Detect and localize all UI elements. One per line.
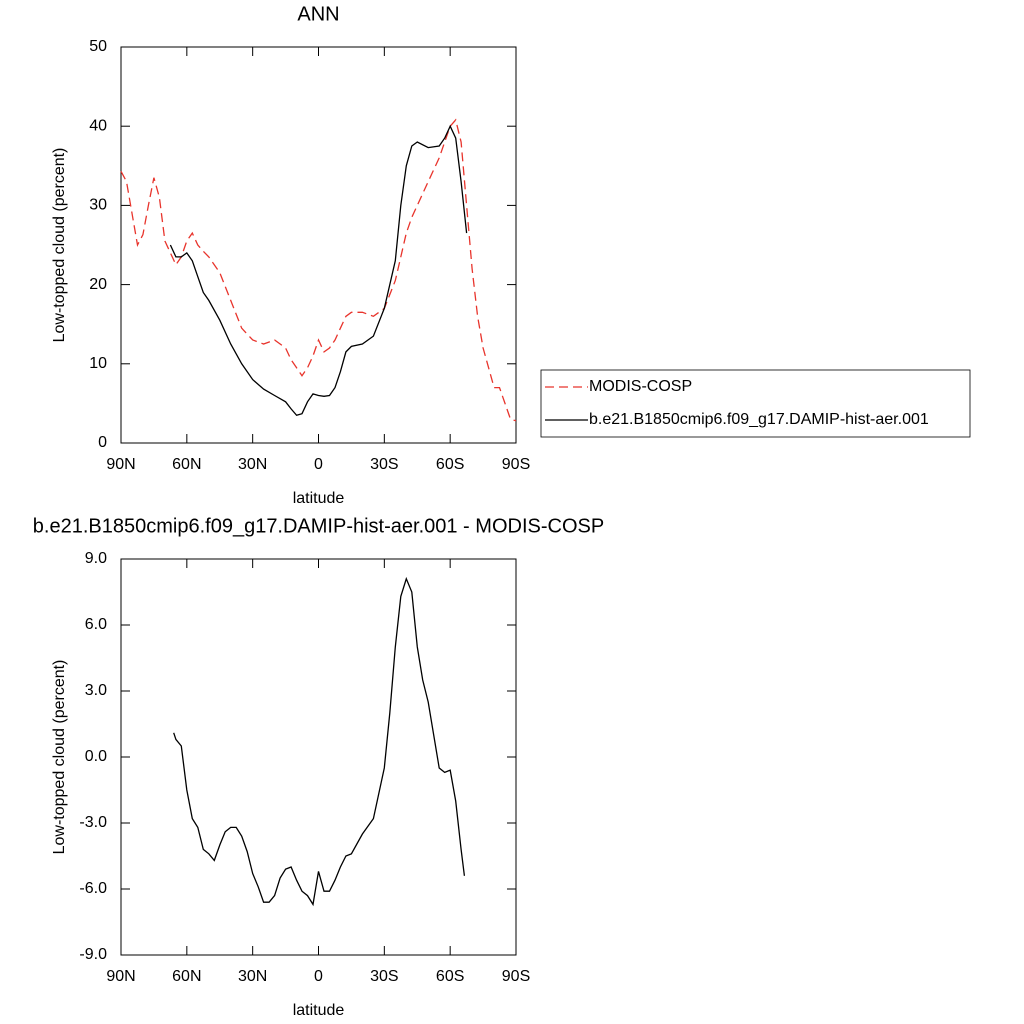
y-tick-label: 50 bbox=[89, 38, 107, 55]
series-line bbox=[120, 118, 517, 422]
x-tick-label: 30S bbox=[370, 968, 398, 985]
y-tick-label: 3.0 bbox=[85, 682, 107, 699]
x-tick-label: 60N bbox=[172, 968, 201, 985]
y-tick-label: 40 bbox=[89, 117, 107, 134]
y-tick-label: 20 bbox=[89, 276, 107, 293]
y-tick-label: 0.0 bbox=[85, 748, 107, 765]
x-axis-label: latitude bbox=[293, 1002, 345, 1019]
plot-frame bbox=[120, 46, 517, 444]
x-tick-label: 60N bbox=[172, 456, 201, 473]
y-tick-label: -6.0 bbox=[79, 880, 107, 897]
y-tick-label: 10 bbox=[89, 355, 107, 372]
y-tick-label: -9.0 bbox=[79, 946, 107, 963]
y-tick-label: -3.0 bbox=[79, 814, 107, 831]
chart-title: b.e21.B1850cmip6.f09_g17.DAMIP-hist-aer.… bbox=[33, 515, 604, 537]
x-tick-label: 30N bbox=[238, 968, 267, 985]
y-tick-label: 30 bbox=[89, 197, 107, 214]
x-tick-label: 90N bbox=[106, 968, 135, 985]
legend-box bbox=[540, 369, 971, 438]
y-axis-label: Low-topped cloud (percent) bbox=[51, 148, 68, 343]
y-tick-label: 0 bbox=[98, 434, 107, 451]
x-tick-label: 60S bbox=[436, 456, 464, 473]
x-tick-label: 30S bbox=[370, 456, 398, 473]
chart-title: ANN bbox=[297, 3, 339, 25]
series-line bbox=[173, 576, 466, 907]
series-line bbox=[169, 124, 468, 417]
x-tick-label: 0 bbox=[314, 456, 323, 473]
x-tick-label: 30N bbox=[238, 456, 267, 473]
y-tick-label: 6.0 bbox=[85, 616, 107, 633]
legend-label: b.e21.B1850cmip6.f09_g17.DAMIP-hist-aer.… bbox=[589, 411, 929, 428]
plot-frame bbox=[120, 558, 517, 956]
y-tick-label: 9.0 bbox=[85, 550, 107, 567]
y-axis-label: Low-topped cloud (percent) bbox=[51, 660, 68, 855]
x-tick-label: 90S bbox=[502, 968, 530, 985]
x-axis-label: latitude bbox=[293, 490, 345, 507]
x-tick-label: 90S bbox=[502, 456, 530, 473]
legend-label: MODIS-COSP bbox=[589, 378, 692, 395]
x-tick-label: 90N bbox=[106, 456, 135, 473]
x-tick-label: 60S bbox=[436, 968, 464, 985]
x-tick-label: 0 bbox=[314, 968, 323, 985]
